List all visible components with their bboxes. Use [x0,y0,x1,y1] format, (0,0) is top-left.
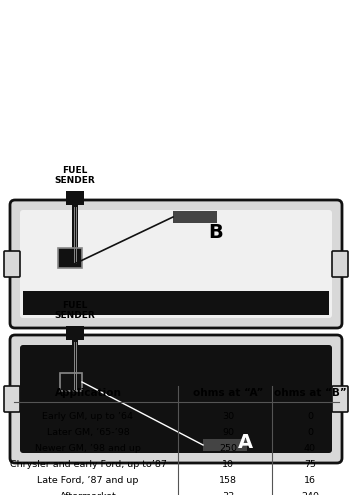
Text: 33: 33 [222,492,234,495]
Text: FUEL
SENDER: FUEL SENDER [55,300,95,320]
Bar [66,326,84,340]
Bar [23,291,329,315]
Text: Later GM, ’65-’98: Later GM, ’65-’98 [47,428,130,437]
Text: A: A [238,434,253,452]
Text: Chrysler and early Ford, up to’87: Chrysler and early Ford, up to’87 [10,460,166,469]
Bar [58,248,82,268]
Bar [72,205,78,265]
FancyBboxPatch shape [4,251,20,277]
Bar [173,211,217,223]
Bar [203,439,247,451]
Text: B: B [208,222,223,242]
FancyBboxPatch shape [332,386,348,412]
Bar [66,191,84,205]
Text: 10: 10 [222,460,234,469]
FancyBboxPatch shape [10,335,342,463]
FancyBboxPatch shape [10,200,342,328]
FancyBboxPatch shape [4,386,20,412]
Text: 40: 40 [304,444,316,453]
Text: 90: 90 [222,428,234,437]
FancyBboxPatch shape [20,210,332,318]
Text: Newer GM, ’98 and up: Newer GM, ’98 and up [35,444,141,453]
Bar [60,373,82,391]
Bar [72,340,78,392]
Text: Aftermarket: Aftermarket [60,492,116,495]
Text: ohms at “B”: ohms at “B” [274,388,346,398]
Text: 75: 75 [304,460,316,469]
Text: FUEL
SENDER: FUEL SENDER [55,166,95,185]
Text: 240: 240 [301,492,319,495]
Text: 0: 0 [307,412,313,421]
Text: Early GM, up to ’64: Early GM, up to ’64 [42,412,133,421]
Text: Late Ford, ’87 and up: Late Ford, ’87 and up [37,476,139,485]
FancyBboxPatch shape [332,251,348,277]
Text: Application: Application [55,388,121,398]
FancyBboxPatch shape [20,345,332,453]
Text: 0: 0 [307,428,313,437]
Text: 16: 16 [304,476,316,485]
Text: 158: 158 [219,476,237,485]
Text: 30: 30 [222,412,234,421]
Text: 250: 250 [219,444,237,453]
Text: ohms at “A”: ohms at “A” [193,388,263,398]
